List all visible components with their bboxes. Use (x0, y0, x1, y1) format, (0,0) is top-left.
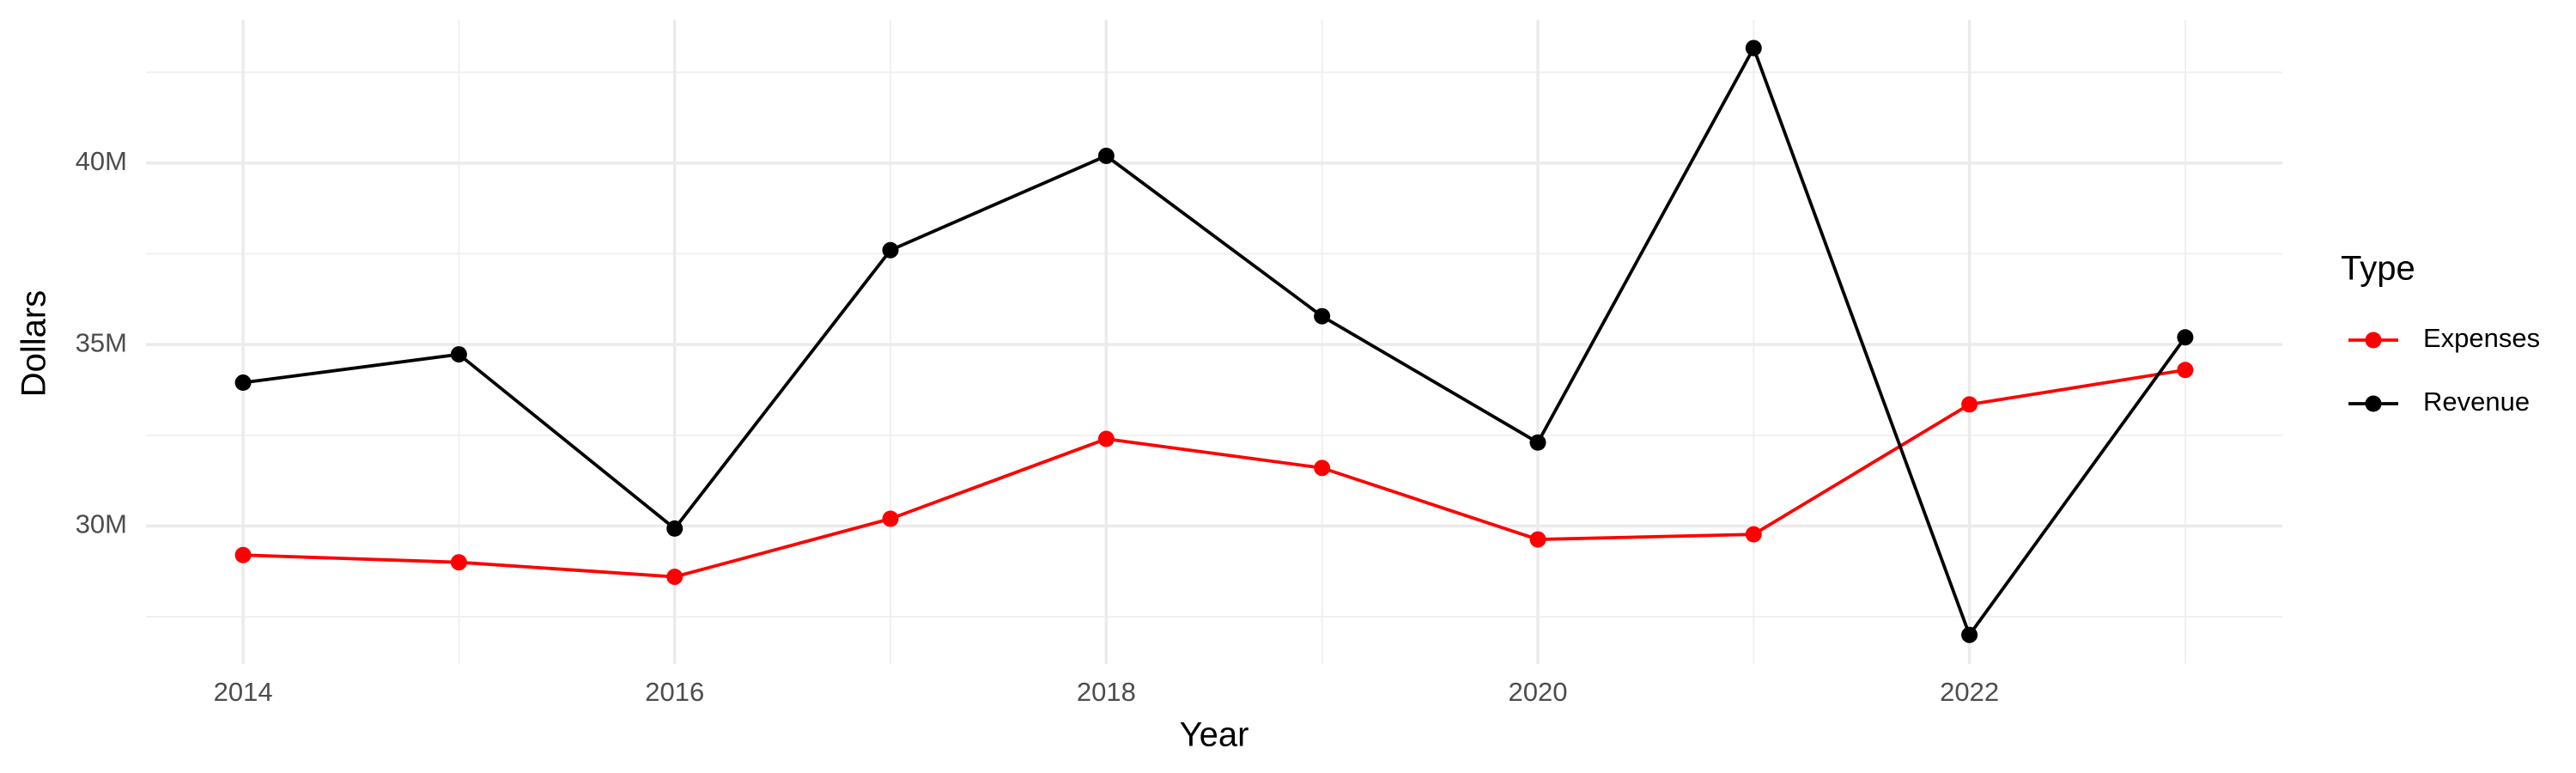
data-point (1745, 526, 1762, 543)
data-point (234, 374, 252, 392)
data-point (1097, 430, 1115, 447)
y-tick-label: 30M (76, 509, 127, 539)
y-tick-label: 40M (76, 146, 127, 176)
x-tick-label: 2016 (645, 677, 704, 707)
data-point (666, 569, 683, 586)
legend-label: Revenue (2423, 386, 2530, 417)
data-point (450, 346, 467, 363)
y-tick-label: 35M (76, 327, 127, 357)
legend-point (2365, 395, 2382, 412)
data-point (234, 546, 252, 563)
legend-title: Type (2341, 250, 2415, 288)
data-point (450, 554, 467, 571)
data-point (882, 510, 899, 527)
y-axis-title: Dollars (15, 290, 53, 397)
data-point (1314, 460, 1331, 477)
data-point (1529, 531, 1546, 548)
series-line (243, 368, 2186, 579)
data-point (2177, 362, 2194, 379)
x-tick-label: 2022 (1940, 677, 1999, 707)
data-point (1097, 147, 1115, 164)
data-point (1314, 307, 1331, 325)
x-tick-label: 2018 (1077, 677, 1136, 707)
legend-point (2365, 332, 2382, 349)
data-point (1961, 626, 1978, 643)
data-point (1745, 40, 1762, 57)
data-point (666, 520, 683, 537)
data-point (1961, 396, 1978, 413)
legend-label: Expenses (2423, 323, 2540, 353)
data-point (882, 241, 899, 259)
x-axis-title: Year (1180, 716, 1249, 754)
data-point (2177, 329, 2194, 346)
x-tick-label: 2014 (214, 677, 273, 707)
series-line (242, 44, 2187, 639)
data-point (1529, 434, 1546, 451)
x-tick-label: 2020 (1508, 677, 1567, 707)
